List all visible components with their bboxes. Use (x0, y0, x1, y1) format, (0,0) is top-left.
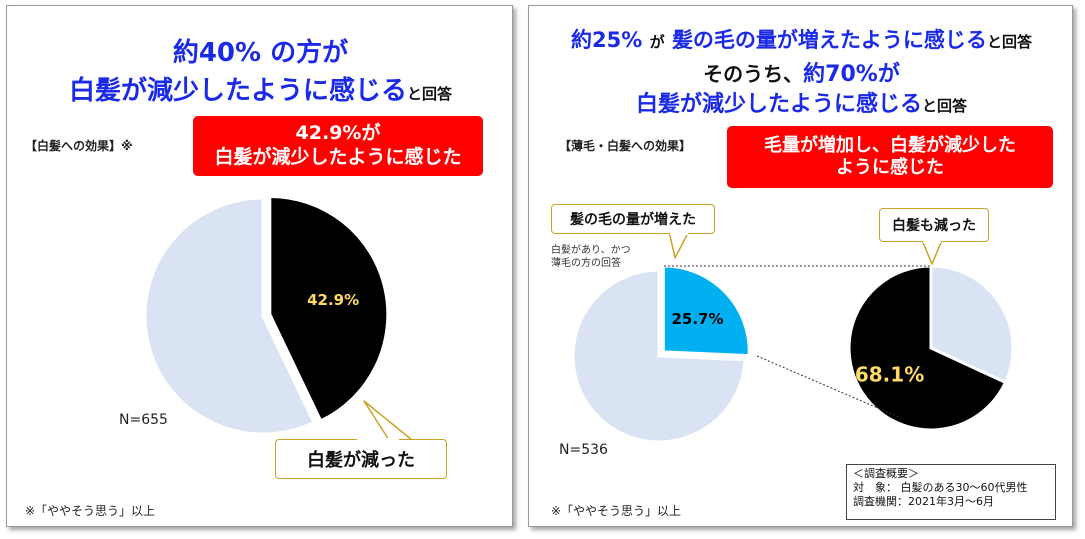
right-tag: 【薄毛・白髪への効果】 (559, 139, 692, 153)
right-panel: 約25% が 髪の毛の量が増えたように感じると回答 そのうち、約70%が 白髪が… (528, 5, 1073, 527)
right-hl1-black-b: と回答 (986, 33, 1032, 51)
callout-hair-pointer (668, 230, 690, 259)
right-hl2-black: そのうち、 (703, 62, 804, 86)
right-hl1-black-a: が (649, 33, 665, 51)
callout-joint (357, 438, 399, 442)
right-callout-white: 白髪も減った (879, 208, 989, 242)
left-headline-line2-blue: 白髪が減少したように感じる (68, 76, 407, 106)
right-callout-hair: 髪の毛の量が増えた (551, 204, 715, 234)
right-hl2-blue: 約70%が (803, 62, 900, 87)
pie2-data-label: 68.1% (855, 362, 924, 386)
pie2-slice-other (929, 264, 1015, 385)
right-hl3-black: と回答 (922, 97, 968, 115)
survey-period: 調査機関：2021年3月～6月 (853, 495, 994, 508)
callout-pointer (363, 400, 413, 441)
right-red-box: 毛量が増加し、白髪が減少した ように感じた (727, 126, 1053, 188)
left-n-label: N=655 (119, 412, 168, 428)
right-pie-charts: 25.7% 68.1% (571, 230, 1015, 444)
right-hl1-blue-b: 髪の毛の量が増えたように感じる (671, 28, 987, 52)
right-hl1-blue-a: 約25% (571, 28, 643, 52)
pie1-data-label: 25.7% (671, 310, 723, 328)
right-red-line2: ように感じた (836, 157, 944, 178)
callout-white-pointer (921, 239, 943, 265)
left-footnote: ※「ややそう思う」以上 (25, 504, 156, 518)
left-headline-line1: 約40% の方が (172, 38, 349, 68)
survey-title: ＜調査概要＞ (853, 467, 919, 480)
pie1-slice-hair-increased (661, 264, 751, 358)
left-callout: 白髪が減った (275, 439, 447, 479)
right-n-label: N=536 (559, 442, 608, 458)
left-panel: 約40% の方が 白髪が減少したように感じると回答 【白髪への効果】※ 42.9… (6, 5, 513, 527)
right-headline-line1: 約25% が 髪の毛の量が増えたように感じると回答 (529, 24, 1074, 54)
pie-slice-white-hair-reduced (268, 194, 390, 423)
right-sub-note-line1: 白髪があり、かつ (551, 245, 631, 256)
left-headline-line2-black: と回答 (407, 85, 453, 103)
left-callout-text: 白髪が減った (307, 450, 415, 471)
right-sub-note-line2: 薄毛の方の回答 (551, 258, 621, 269)
right-callout-white-text: 白髪も減った (892, 218, 976, 234)
survey-target: 対 象： 白髪のある30～60代男性 (853, 481, 1028, 494)
left-red-line1: 42.9%が (295, 122, 381, 145)
callout-white-joint (923, 239, 941, 243)
right-callout-hair-text: 髪の毛の量が増えた (570, 212, 696, 228)
survey-overview-box: ＜調査概要＞ 対 象： 白髪のある30～60代男性 調査機関：2021年3月～6… (846, 464, 1056, 520)
pie1-slice-other (571, 268, 747, 444)
pie2-slice-white-hair-reduced (847, 264, 1008, 432)
right-headline-line2: そのうち、約70%が (529, 56, 1074, 88)
right-red-line1: 毛量が増加し、白髪が減少した (764, 134, 1016, 156)
left-red-line2: 白髪が減少したように感じた (214, 146, 462, 168)
right-sub-note: 白髪があり、かつ 薄毛の方の回答 (551, 244, 631, 270)
left-headline-line2: 白髪が減少したように感じると回答 (7, 70, 514, 107)
pie-slice-other (143, 196, 316, 436)
right-headline-line3: 白髪が減少したように感じると回答 (529, 86, 1074, 118)
left-tag: 【白髪への効果】※ (25, 139, 133, 153)
right-footnote: ※「ややそう思う」以上 (551, 504, 682, 518)
callout-hair-joint (670, 231, 688, 235)
pie-data-label-white-hair: 42.9% (307, 291, 359, 309)
left-red-box: 42.9%が 白髪が減少したように感じた (193, 116, 483, 176)
right-hl3-blue: 白髪が減少したように感じる (635, 92, 922, 117)
left-pie-chart: 42.9% (143, 194, 413, 441)
